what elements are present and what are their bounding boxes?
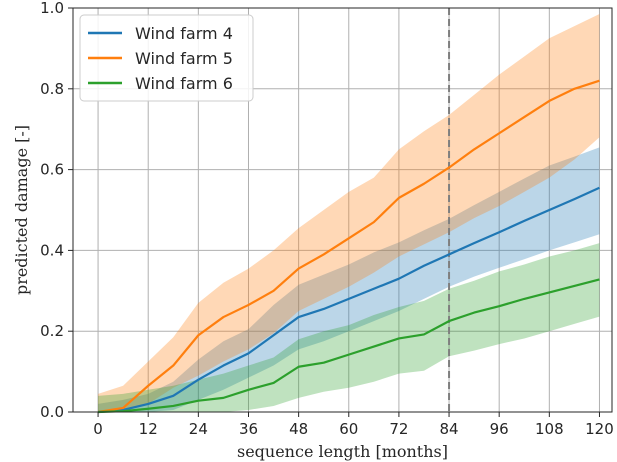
x-tick-label: 36 xyxy=(239,420,258,438)
x-tick-label: 12 xyxy=(139,420,158,438)
x-tick-label: 108 xyxy=(535,420,564,438)
legend-label: Wind farm 4 xyxy=(135,24,233,43)
y-axis-label: predicted damage [-] xyxy=(12,125,31,295)
x-axis-label: sequence length [months] xyxy=(237,442,448,461)
legend-label: Wind farm 6 xyxy=(135,74,233,93)
series-line-1 xyxy=(97,79,600,414)
x-tick-label: 84 xyxy=(439,420,458,438)
confidence-bands xyxy=(98,14,600,413)
x-tick-label: 120 xyxy=(585,420,614,438)
confidence-band-series-0 xyxy=(98,147,600,412)
y-tick-label: 1.0 xyxy=(40,0,64,17)
plot-frame xyxy=(72,7,613,413)
x-tick-label: 96 xyxy=(490,420,509,438)
legend: Wind farm 4 Wind farm 5 Wind farm 6 xyxy=(79,14,254,102)
y-tick-label: 0.6 xyxy=(40,161,64,179)
confidence-band-series-2 xyxy=(98,243,600,412)
series-line-2 xyxy=(98,278,600,414)
y-tick-label: 0.4 xyxy=(40,241,64,259)
y-tick-label: 0.8 xyxy=(40,80,64,98)
legend-box xyxy=(79,14,254,102)
x-tick-label: 0 xyxy=(93,420,103,438)
series-line-0 xyxy=(97,186,600,414)
series-lines xyxy=(97,79,600,414)
y-tick-label: 0.2 xyxy=(40,322,64,340)
x-tick-label: 72 xyxy=(389,420,408,438)
ticks: 0 12 24 36 48 60 72 84 96 108 120 0.0 0.2 0.4 0.6 0.8 1.… xyxy=(40,0,614,438)
x-tick-label: 48 xyxy=(289,420,308,438)
confidence-band-series-1 xyxy=(98,14,600,413)
x-tick-label: 24 xyxy=(189,420,208,438)
y-tick-label: 0.0 xyxy=(40,403,64,421)
legend-label: Wind farm 5 xyxy=(135,49,233,68)
x-tick-label: 60 xyxy=(339,420,358,438)
